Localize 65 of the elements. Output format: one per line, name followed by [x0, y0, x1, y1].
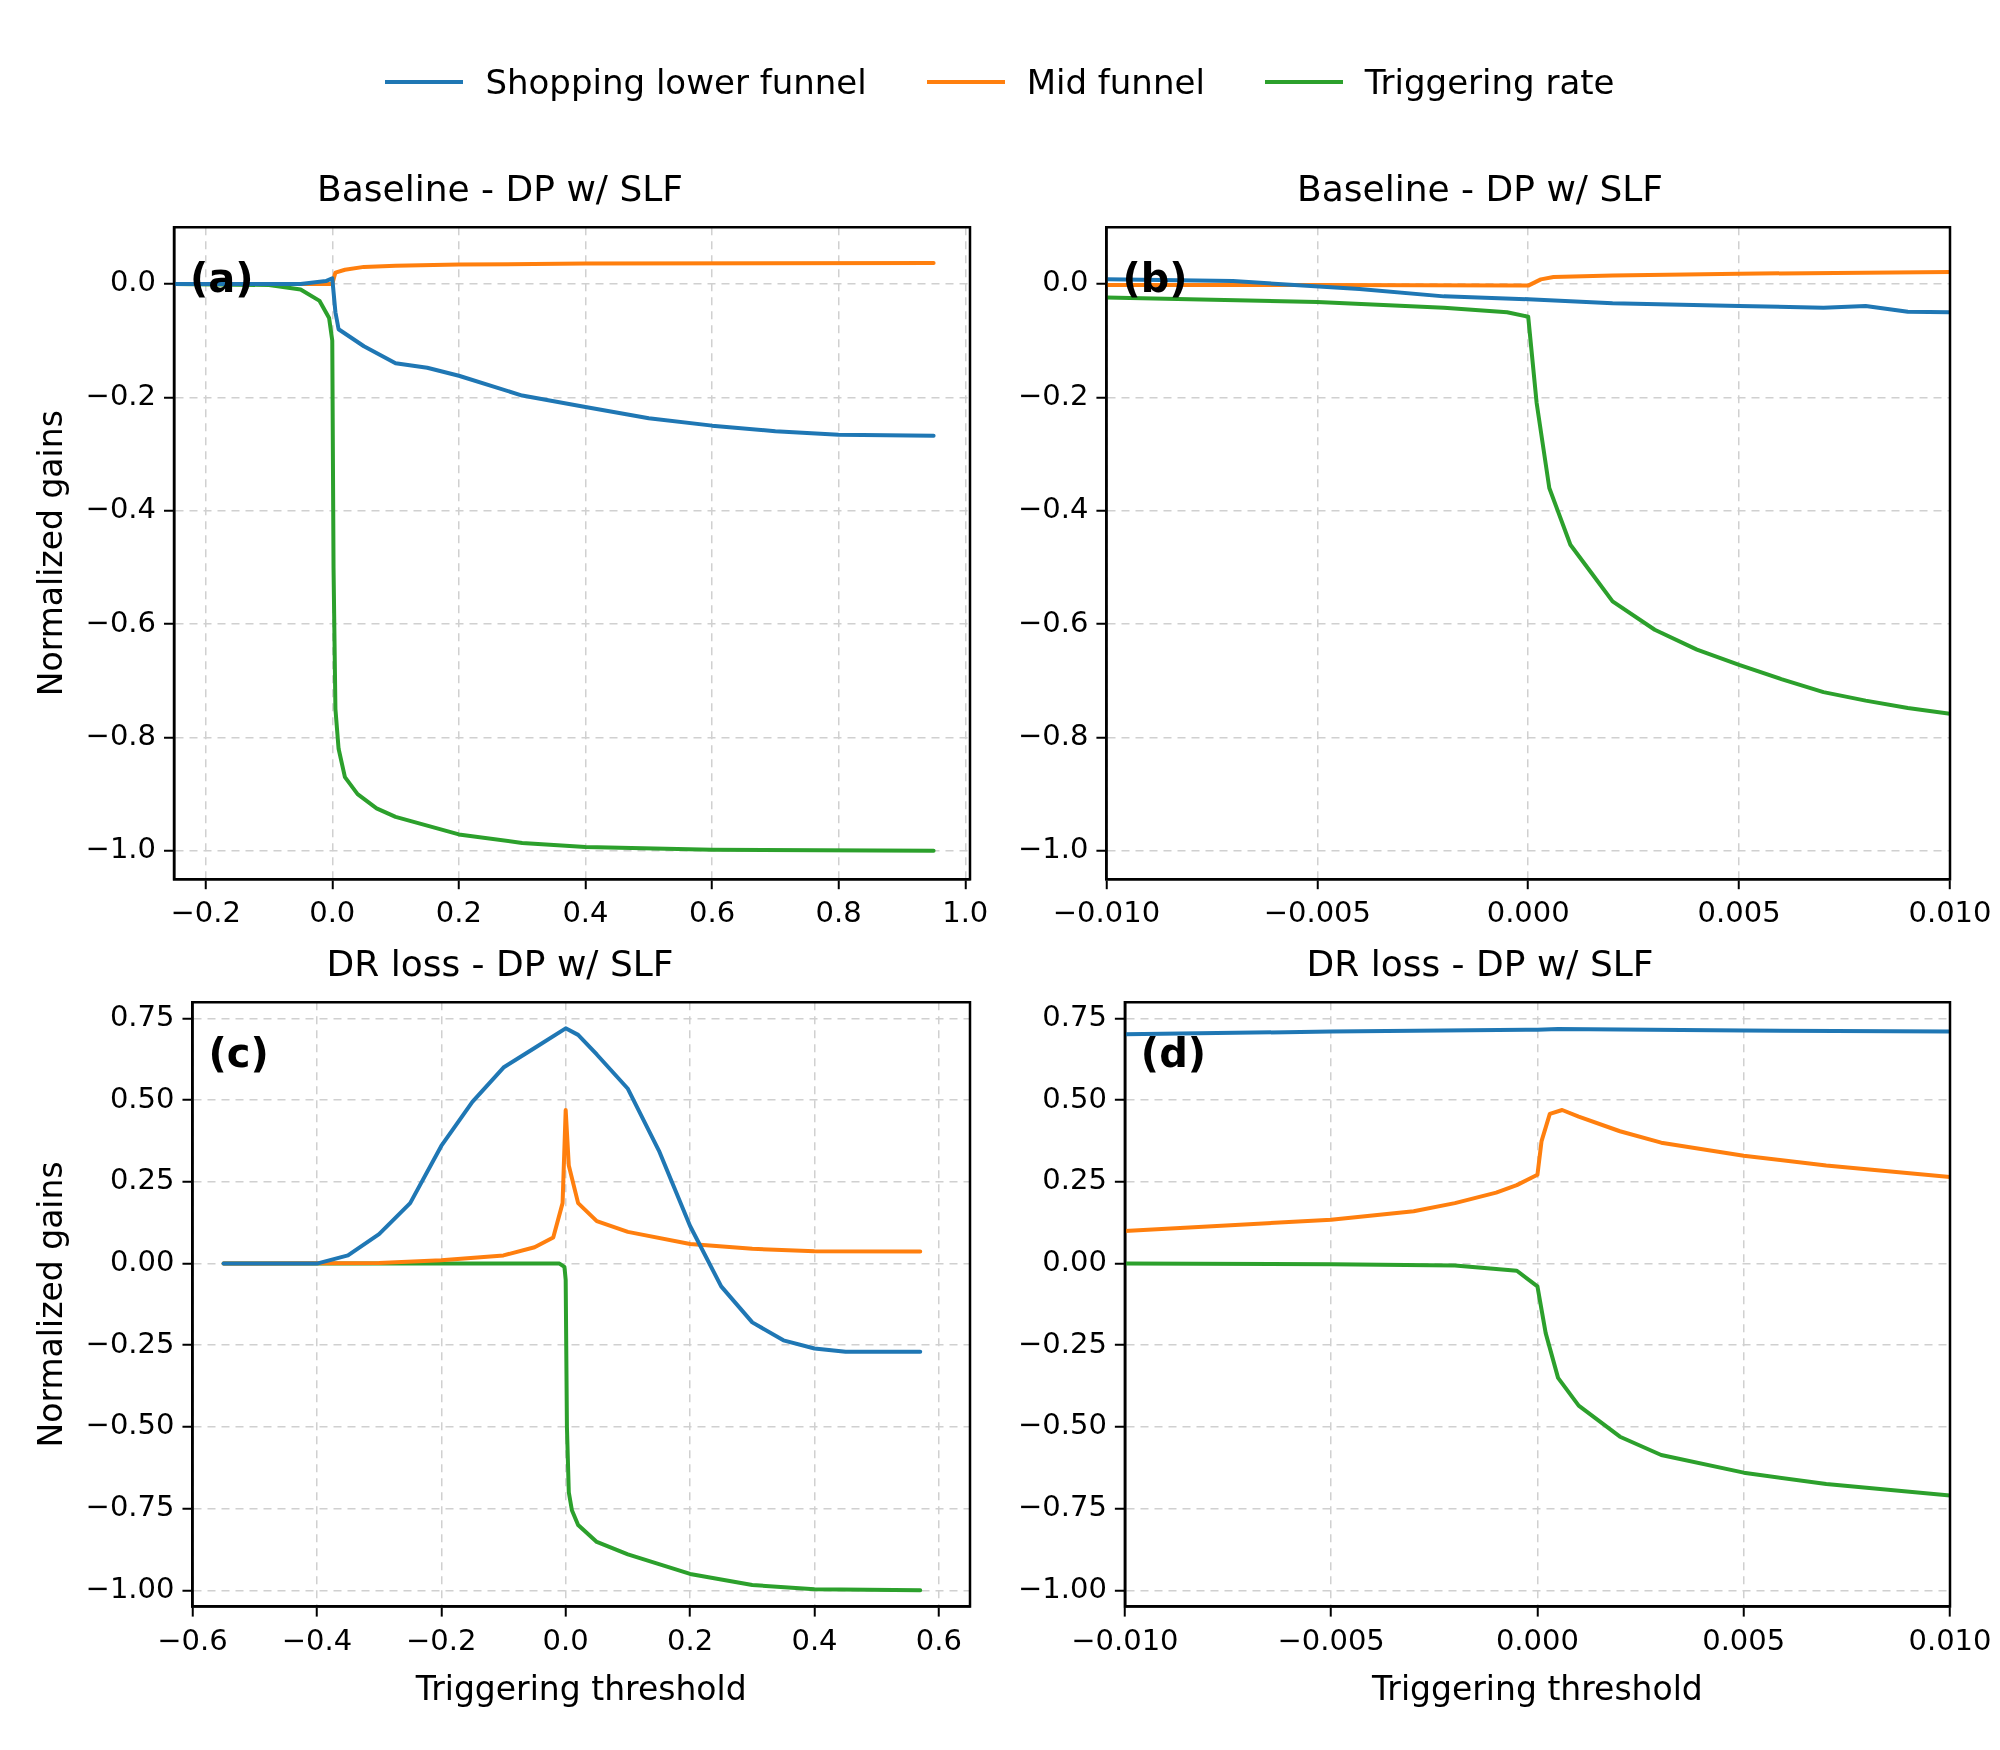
x-tick-label: 0.010	[1908, 895, 1992, 930]
x-tick-label: 0.6	[915, 1622, 962, 1657]
y-tick-label: −0.2	[85, 377, 157, 412]
annotation: (d)	[1140, 1029, 1207, 1076]
x-tick-label: 0.6	[689, 895, 736, 930]
legend-label: Shopping lower funnel	[485, 62, 867, 102]
y-tick-label: 0.75	[109, 999, 175, 1034]
y-tick-label: −1.00	[85, 1570, 175, 1605]
x-tick-label: −0.010	[1071, 1622, 1179, 1657]
x-tick-label: 0.000	[1486, 895, 1570, 930]
chart-title: DR loss - DP w/ SLF	[1306, 942, 1654, 984]
x-tick-label: −0.4	[281, 1622, 353, 1657]
x-tick-label: 0.4	[562, 895, 609, 930]
chart-title: Baseline - DP w/ SLF	[1296, 167, 1664, 209]
x-tick-label: 0.0	[542, 1622, 589, 1657]
x-tick-label: 0.4	[791, 1622, 838, 1657]
chart-title: DR loss - DP w/ SLF	[326, 942, 674, 984]
y-tick-label: 0.00	[109, 1244, 175, 1279]
y-tick-label: −0.75	[1017, 1489, 1107, 1524]
legend-label: Triggering rate	[1364, 62, 1615, 102]
y-tick-label: −0.4	[1018, 491, 1089, 526]
y-tick-label: −0.8	[1018, 717, 1089, 752]
x-tick-label: 0.8	[815, 895, 862, 930]
y-tick-label: −0.25	[85, 1325, 175, 1360]
y-tick-label: −0.4	[85, 491, 157, 526]
y-tick-label: −0.75	[85, 1489, 175, 1524]
y-axis-title: Normalized gains	[31, 410, 71, 697]
x-tick-label: −0.005	[1263, 895, 1371, 930]
y-tick-label: −0.50	[85, 1407, 175, 1442]
chart-title: Baseline - DP w/ SLF	[316, 167, 684, 209]
x-tick-label: 1.0	[942, 895, 989, 930]
x-tick-label: −0.2	[406, 1622, 477, 1657]
y-tick-label: 0.50	[109, 1080, 175, 1115]
y-tick-label: −0.25	[1017, 1325, 1107, 1360]
x-tick-label: 0.005	[1702, 1622, 1786, 1657]
y-tick-label: 0.00	[1042, 1244, 1107, 1279]
x-tick-label: −0.2	[170, 895, 241, 930]
y-tick-label: −0.6	[1018, 604, 1089, 639]
x-tick-label: 0.010	[1908, 1622, 1992, 1657]
x-tick-label: −0.6	[157, 1622, 228, 1657]
y-tick-label: −0.6	[85, 604, 157, 639]
x-tick-label: 0.2	[435, 895, 482, 930]
y-tick-label: −1.0	[1018, 831, 1089, 866]
x-axis-title: Triggering threshold	[1371, 1668, 1703, 1708]
x-tick-label: −0.010	[1052, 895, 1161, 930]
y-tick-label: 0.50	[1042, 1080, 1107, 1115]
y-tick-label: 0.25	[109, 1162, 175, 1197]
y-tick-label: 0.25	[1042, 1162, 1107, 1197]
x-tick-label: 0.005	[1697, 895, 1781, 930]
y-axis-title: Normalized gains	[31, 1161, 71, 1448]
x-tick-label: −0.005	[1277, 1622, 1385, 1657]
y-tick-label: −1.0	[85, 831, 157, 866]
y-tick-label: −0.50	[1017, 1407, 1107, 1442]
x-axis-title: Triggering threshold	[414, 1668, 747, 1708]
y-tick-label: −0.8	[85, 717, 157, 752]
annotation: (c)	[208, 1029, 269, 1076]
y-tick-label: 0.0	[1042, 264, 1089, 299]
x-tick-label: 0.000	[1495, 1622, 1579, 1657]
y-tick-label: 0.0	[109, 264, 157, 299]
legend-label: Mid funnel	[1026, 62, 1205, 102]
y-tick-label: −1.00	[1017, 1570, 1107, 1605]
y-tick-label: −0.2	[1018, 377, 1089, 412]
x-tick-label: 0.2	[667, 1622, 714, 1657]
y-tick-label: 0.75	[1042, 999, 1107, 1034]
x-tick-label: 0.0	[309, 895, 356, 930]
